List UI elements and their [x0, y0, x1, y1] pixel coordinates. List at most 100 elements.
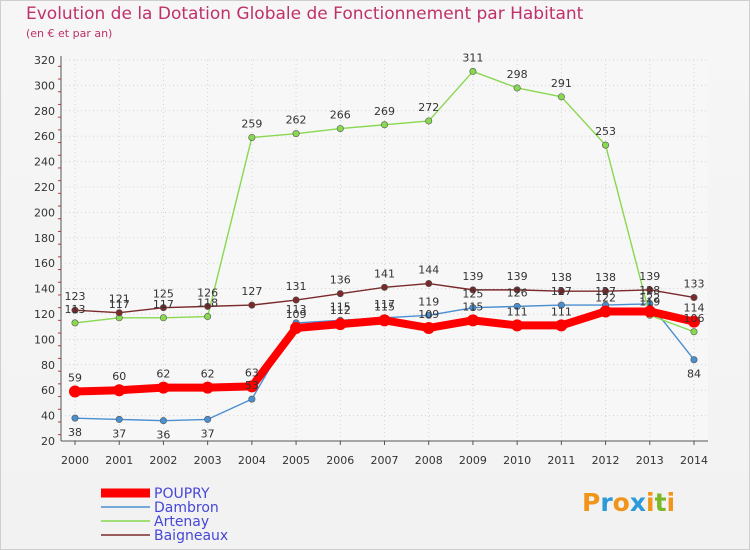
y-tick-label: 280	[34, 105, 55, 118]
data-label-artenay: 266	[330, 109, 351, 122]
data-point-baigneaux	[513, 286, 521, 294]
data-label-dambron: 128	[639, 284, 660, 297]
data-point-baigneaux	[425, 280, 433, 288]
data-label-artenay: 311	[462, 51, 483, 64]
data-label-poupry: 62	[201, 368, 215, 381]
x-tick-label: 2004	[238, 454, 266, 467]
x-tick-label: 2009	[459, 454, 487, 467]
data-point-dambron	[115, 415, 123, 423]
series-lines	[69, 67, 700, 425]
legend-label-poupry: POUPRY	[154, 486, 210, 502]
data-label-poupry: 112	[330, 304, 351, 317]
data-point-artenay	[71, 319, 79, 327]
data-label-baigneaux: 138	[595, 271, 616, 284]
data-point-artenay	[425, 117, 433, 125]
data-label-dambron: 126	[507, 286, 528, 299]
x-tick-label: 2011	[547, 454, 575, 467]
data-point-dambron	[513, 302, 521, 310]
data-point-poupry	[511, 319, 524, 332]
y-tick-label: 220	[34, 181, 55, 194]
data-point-baigneaux	[248, 301, 256, 309]
data-label-artenay: 106	[684, 312, 705, 325]
data-point-baigneaux	[71, 306, 79, 314]
data-label-dambron: 37	[112, 427, 126, 440]
x-tick-label: 2002	[149, 454, 177, 467]
axes: 20 40 60 80 100 120 140 160 180 200 220 240 260 280 30…	[34, 54, 708, 467]
data-point-dambron	[71, 414, 79, 422]
data-point-poupry	[643, 305, 656, 318]
data-label-artenay: 298	[507, 68, 528, 81]
data-label-baigneaux: 126	[197, 286, 218, 299]
data-label-artenay: 253	[595, 125, 616, 138]
y-tick-label: 200	[34, 206, 55, 219]
x-tick-label: 2014	[680, 454, 708, 467]
data-point-artenay	[159, 314, 167, 322]
data-label-baigneaux: 141	[374, 267, 395, 280]
data-point-dambron	[690, 356, 698, 364]
data-point-dambron	[204, 415, 212, 423]
data-label-baigneaux: 131	[286, 280, 307, 293]
data-point-dambron	[159, 417, 167, 425]
data-point-artenay	[380, 121, 388, 129]
data-point-artenay	[557, 93, 565, 101]
logo-letter: r	[600, 488, 613, 517]
data-point-baigneaux	[690, 293, 698, 301]
data-label-baigneaux: 121	[109, 293, 130, 306]
y-tick-label: 180	[34, 232, 55, 245]
data-point-baigneaux	[646, 286, 654, 294]
proxiti-logo: Proxiti	[582, 488, 675, 517]
data-label-baigneaux: 125	[153, 288, 174, 301]
data-point-artenay	[336, 125, 344, 133]
legend-label-baigneaux: Baigneaux	[154, 528, 228, 544]
data-point-artenay	[204, 313, 212, 321]
data-label-artenay: 291	[551, 77, 572, 90]
x-tick-label: 2010	[503, 454, 531, 467]
x-tick-label: 2007	[371, 454, 399, 467]
logo-letter: i	[666, 488, 676, 517]
data-label-baigneaux: 144	[418, 264, 439, 277]
data-point-poupry	[113, 384, 126, 397]
data-label-baigneaux: 123	[65, 290, 86, 303]
data-point-poupry	[688, 315, 700, 328]
data-point-poupry	[334, 318, 347, 331]
data-label-baigneaux: 127	[241, 285, 262, 298]
data-point-dambron	[248, 395, 256, 403]
data-point-artenay	[292, 130, 300, 138]
data-label-poupry: 63	[245, 366, 259, 379]
y-tick-label: 20	[41, 435, 55, 448]
data-label-poupry: 122	[595, 291, 616, 304]
data-label-artenay: 262	[286, 114, 307, 127]
data-label-artenay: 269	[374, 105, 395, 118]
data-label-artenay: 117	[109, 298, 130, 311]
y-tick-label: 240	[34, 156, 55, 169]
y-tick-label: 40	[41, 410, 55, 423]
data-point-baigneaux	[557, 287, 565, 295]
data-label-poupry: 109	[286, 308, 307, 321]
y-tick-label: 60	[41, 384, 55, 397]
y-tick-label: 140	[34, 283, 55, 296]
data-label-dambron: 115	[330, 300, 351, 313]
y-tick-label: 260	[34, 130, 55, 143]
data-label-dambron: 38	[68, 426, 82, 439]
data-label-artenay: 119	[639, 295, 660, 308]
data-point-poupry	[201, 381, 214, 394]
data-point-artenay	[248, 133, 256, 141]
x-tick-label: 2012	[592, 454, 620, 467]
data-point-poupry	[157, 381, 170, 394]
data-label-poupry: 114	[684, 302, 705, 315]
data-label-artenay: 113	[65, 303, 86, 316]
data-label-baigneaux: 139	[507, 270, 528, 283]
data-label-baigneaux: 133	[684, 277, 705, 290]
data-point-artenay	[602, 141, 610, 149]
data-point-artenay	[513, 84, 521, 92]
data-label-dambron: 113	[286, 303, 307, 316]
data-label-artenay: 272	[418, 101, 439, 114]
data-point-artenay	[469, 67, 477, 75]
logo-letter: P	[582, 488, 601, 517]
data-point-baigneaux	[380, 283, 388, 291]
legend-label-dambron: Dambron	[154, 500, 219, 516]
x-tick-label: 2006	[326, 454, 354, 467]
